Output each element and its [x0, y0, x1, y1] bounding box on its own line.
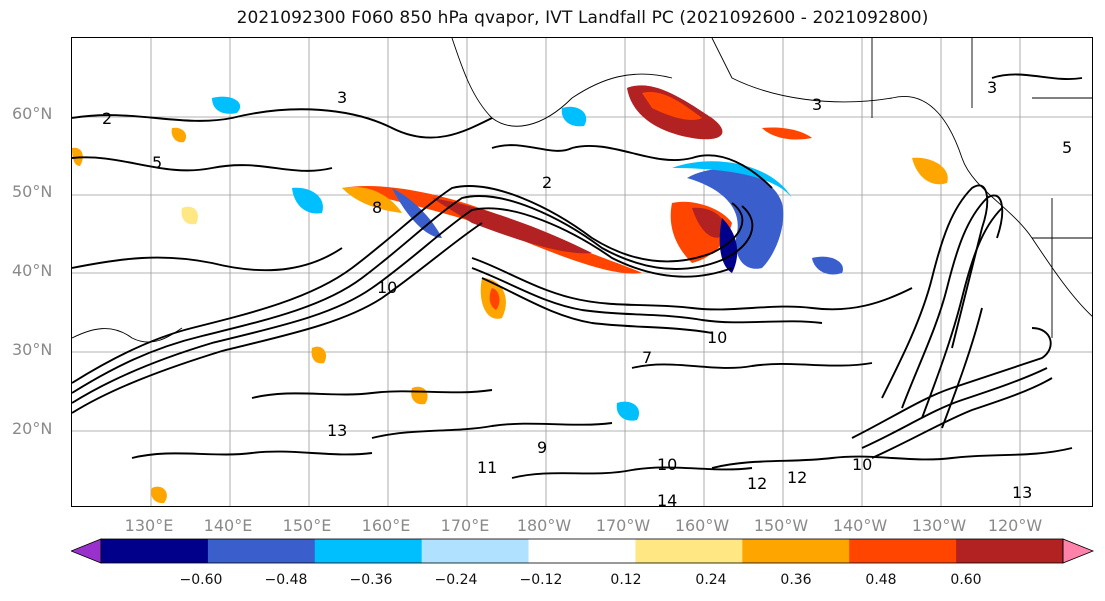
map-panel: 2 3 3 5 5 2 3 8 10 10 7 13 10 12 12 10 1…	[71, 37, 1093, 507]
contour-label: 14	[657, 491, 677, 507]
lon-label-120w: 120°W	[987, 516, 1043, 535]
contour-label: 13	[327, 421, 347, 440]
lon-label-140w: 140°W	[832, 516, 888, 535]
colorbar	[69, 538, 1095, 568]
colorbar-bin	[421, 539, 530, 563]
contour-label: 8	[372, 198, 382, 217]
colorbar-tick: 0.60	[950, 572, 982, 588]
colorbar-tick: −0.24	[434, 572, 478, 588]
colorbar-tick: 0.36	[780, 572, 812, 588]
colorbar-bin	[849, 539, 957, 563]
graticule	[72, 38, 1092, 506]
colorbar-tick: −0.48	[264, 572, 308, 588]
contour-label: 3	[337, 88, 347, 107]
colorbar-bin	[314, 539, 423, 563]
lon-label-160e: 160°E	[361, 516, 411, 535]
colorbar-bin	[742, 539, 850, 563]
contour-label: 10	[707, 328, 727, 347]
colorbar-frame	[100, 538, 1064, 564]
contour-label: 10	[377, 278, 397, 297]
lon-label-150w: 150°W	[753, 516, 809, 535]
colorbar-bin	[101, 539, 209, 563]
contour-label: 5	[152, 153, 162, 172]
contour-labels: 2 3 3 5 5 2 3 8 10 10 7 13 10 12 12 10 1…	[102, 78, 1072, 507]
contour-label: 2	[102, 109, 112, 128]
coastlines	[72, 38, 1092, 343]
colorbar-svg	[69, 538, 1095, 564]
colorbar-tick: −0.60	[179, 572, 223, 588]
colorbar-bin	[956, 539, 1064, 563]
contour-label: 7	[642, 348, 652, 367]
colorbar-bin	[207, 539, 316, 563]
colorbar-extension-low	[69, 538, 102, 564]
colorbar-bin	[635, 539, 743, 563]
lat-label-20n: 20°N	[12, 419, 53, 438]
lat-label-30n: 30°N	[12, 340, 53, 359]
lon-label-160w: 160°W	[674, 516, 730, 535]
contour-label: 9	[537, 438, 547, 457]
contour-lines	[72, 73, 1083, 479]
lon-label-140e: 140°E	[203, 516, 253, 535]
anomaly-shading	[72, 85, 948, 504]
contour-label: 12	[787, 468, 807, 487]
lon-label-130w: 130°W	[911, 516, 967, 535]
map-plot: 2 3 3 5 5 2 3 8 10 10 7 13 10 12 12 10 1…	[72, 38, 1092, 507]
lon-label-130e: 130°E	[124, 516, 174, 535]
lon-label-170w: 170°W	[595, 516, 651, 535]
map-title: 2021092300 F060 850 hPa qvapor, IVT Land…	[236, 8, 929, 28]
contour-label: 5	[1062, 138, 1072, 157]
colorbar-extension-high	[1062, 538, 1095, 564]
contour-label: 3	[987, 78, 997, 97]
contour-label: 11	[477, 458, 497, 477]
contour-label: 3	[812, 95, 822, 114]
contour-label: 10	[657, 455, 677, 474]
colorbar-tick: 0.12	[610, 572, 642, 588]
lon-label-150e: 150°E	[282, 516, 332, 535]
colorbar-bin	[528, 539, 636, 563]
colorbar-tick: −0.12	[519, 572, 563, 588]
contour-label: 10	[852, 455, 872, 474]
contour-label: 12	[747, 474, 767, 493]
colorbar-tick: −0.36	[349, 572, 393, 588]
lat-label-50n: 50°N	[12, 182, 53, 201]
contour-label: 13	[1012, 483, 1032, 502]
lon-label-180w: 180°W	[516, 516, 572, 535]
contour-label: 2	[542, 173, 552, 192]
lat-label-60n: 60°N	[12, 104, 53, 123]
colorbar-tick: 0.24	[695, 572, 727, 588]
colorbar-tick: 0.48	[865, 572, 897, 588]
lat-label-40n: 40°N	[12, 261, 53, 280]
lon-label-170e: 170°E	[440, 516, 490, 535]
